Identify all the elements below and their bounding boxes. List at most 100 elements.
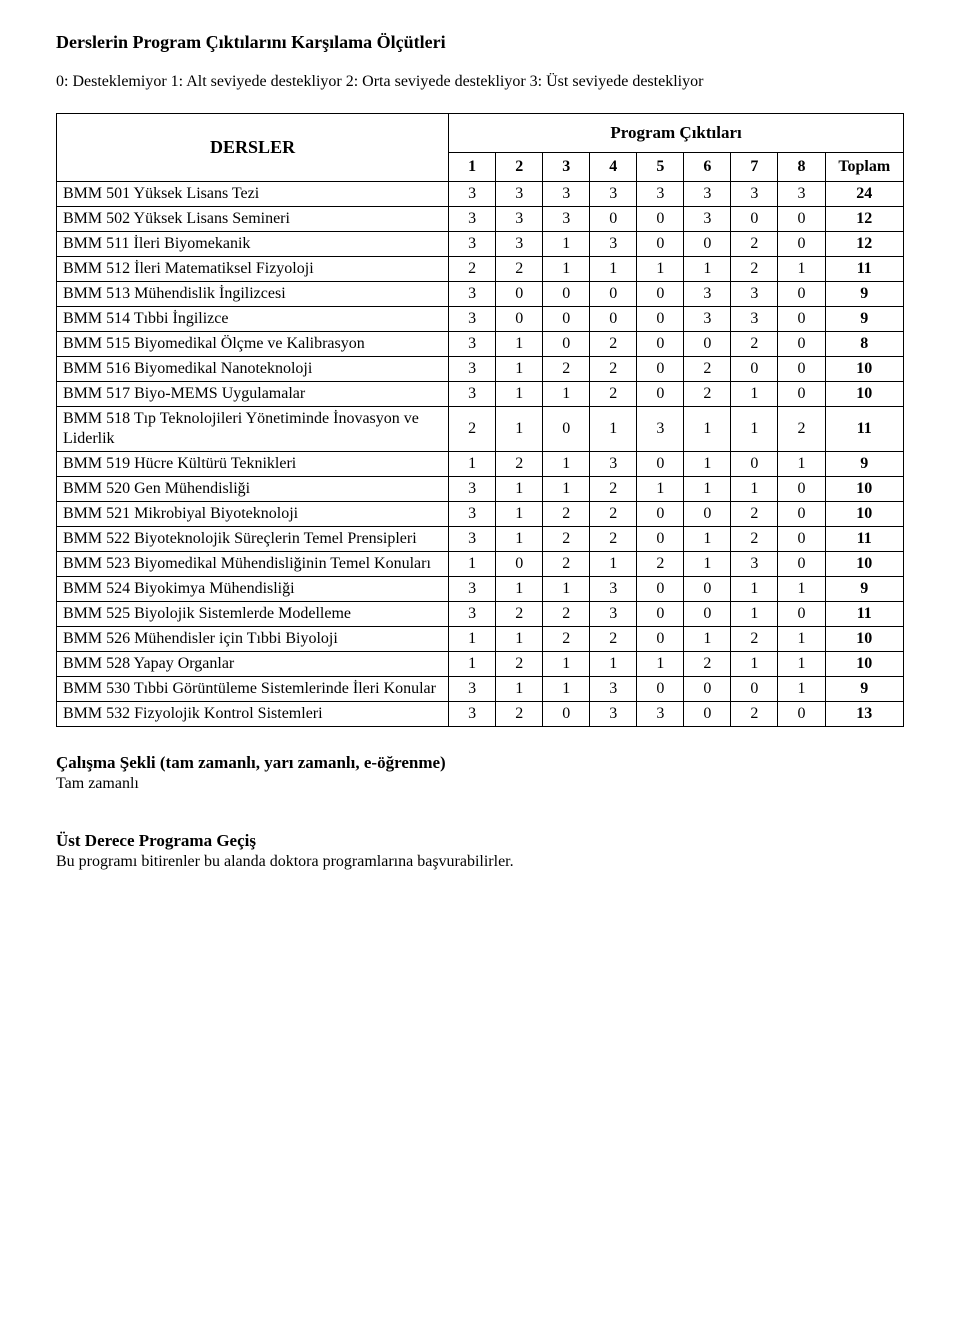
score-cell: 0 xyxy=(637,206,684,231)
total-cell: 13 xyxy=(825,701,904,726)
header-col-8: 8 xyxy=(778,153,825,181)
header-col-5: 5 xyxy=(637,153,684,181)
table-row: BMM 526 Mühendisler için Tıbbi Biyoloji1… xyxy=(57,626,904,651)
score-cell: 2 xyxy=(590,501,637,526)
score-cell: 0 xyxy=(778,206,825,231)
score-cell: 0 xyxy=(731,676,778,701)
score-cell: 3 xyxy=(590,231,637,256)
score-cell: 2 xyxy=(731,626,778,651)
score-cell: 0 xyxy=(684,501,731,526)
score-cell: 0 xyxy=(778,356,825,381)
score-cell: 0 xyxy=(637,331,684,356)
score-cell: 3 xyxy=(449,306,496,331)
total-cell: 8 xyxy=(825,331,904,356)
score-cell: 1 xyxy=(543,256,590,281)
score-cell: 2 xyxy=(731,701,778,726)
score-cell: 0 xyxy=(778,551,825,576)
table-row: BMM 525 Biyolojik Sistemlerde Modelleme3… xyxy=(57,601,904,626)
score-cell: 2 xyxy=(731,501,778,526)
total-cell: 11 xyxy=(825,406,904,451)
score-cell: 2 xyxy=(590,526,637,551)
score-cell: 0 xyxy=(778,306,825,331)
total-cell: 9 xyxy=(825,451,904,476)
score-cell: 1 xyxy=(778,256,825,281)
course-name: BMM 513 Mühendislik İngilizcesi xyxy=(57,281,449,306)
score-cell: 1 xyxy=(684,626,731,651)
table-row: BMM 519 Hücre Kültürü Teknikleri12130101… xyxy=(57,451,904,476)
score-cell: 1 xyxy=(731,476,778,501)
course-name: BMM 522 Biyoteknolojik Süreçlerin Temel … xyxy=(57,526,449,551)
score-cell: 3 xyxy=(684,181,731,206)
score-cell: 3 xyxy=(731,551,778,576)
score-cell: 3 xyxy=(449,181,496,206)
header-toplam: Toplam xyxy=(825,153,904,181)
score-cell: 0 xyxy=(731,451,778,476)
score-cell: 3 xyxy=(684,306,731,331)
table-row: BMM 520 Gen Mühendisliği3112111010 xyxy=(57,476,904,501)
total-cell: 9 xyxy=(825,306,904,331)
total-cell: 9 xyxy=(825,281,904,306)
score-cell: 0 xyxy=(590,206,637,231)
score-cell: 2 xyxy=(449,256,496,281)
total-cell: 9 xyxy=(825,576,904,601)
page-title: Derslerin Program Çıktılarını Karşılama … xyxy=(56,32,904,53)
score-cell: 1 xyxy=(684,406,731,451)
score-cell: 0 xyxy=(637,601,684,626)
score-cell: 0 xyxy=(637,306,684,331)
score-cell: 3 xyxy=(778,181,825,206)
course-name: BMM 511 İleri Biyomekanik xyxy=(57,231,449,256)
score-cell: 3 xyxy=(449,476,496,501)
course-name: BMM 518 Tıp Teknolojileri Yönetiminde İn… xyxy=(57,406,449,451)
score-cell: 2 xyxy=(590,626,637,651)
course-name: BMM 514 Tıbbi İngilizce xyxy=(57,306,449,331)
score-cell: 3 xyxy=(684,206,731,231)
score-cell: 3 xyxy=(449,576,496,601)
score-cell: 2 xyxy=(543,356,590,381)
score-cell: 0 xyxy=(684,701,731,726)
score-cell: 0 xyxy=(543,306,590,331)
score-cell: 1 xyxy=(496,626,543,651)
score-cell: 0 xyxy=(496,551,543,576)
table-row: BMM 512 İleri Matematiksel Fizyoloji2211… xyxy=(57,256,904,281)
score-cell: 3 xyxy=(449,526,496,551)
score-cell: 3 xyxy=(590,576,637,601)
header-col-6: 6 xyxy=(684,153,731,181)
score-cell: 2 xyxy=(496,601,543,626)
score-cell: 1 xyxy=(731,381,778,406)
course-name: BMM 523 Biyomedikal Mühendisliğinin Teme… xyxy=(57,551,449,576)
score-cell: 3 xyxy=(496,181,543,206)
course-name: BMM 519 Hücre Kültürü Teknikleri xyxy=(57,451,449,476)
total-cell: 10 xyxy=(825,651,904,676)
course-name: BMM 501 Yüksek Lisans Tezi xyxy=(57,181,449,206)
total-cell: 10 xyxy=(825,476,904,501)
course-name: BMM 525 Biyolojik Sistemlerde Modelleme xyxy=(57,601,449,626)
score-cell: 0 xyxy=(778,231,825,256)
score-cell: 2 xyxy=(684,651,731,676)
score-cell: 2 xyxy=(449,406,496,451)
score-cell: 1 xyxy=(684,551,731,576)
course-name: BMM 528 Yapay Organlar xyxy=(57,651,449,676)
total-cell: 10 xyxy=(825,551,904,576)
score-cell: 0 xyxy=(637,626,684,651)
score-cell: 0 xyxy=(731,356,778,381)
score-cell: 0 xyxy=(637,576,684,601)
score-cell: 0 xyxy=(684,331,731,356)
course-name: BMM 516 Biyomedikal Nanoteknoloji xyxy=(57,356,449,381)
course-name: BMM 521 Mikrobiyal Biyoteknoloji xyxy=(57,501,449,526)
score-cell: 1 xyxy=(637,476,684,501)
score-cell: 3 xyxy=(590,181,637,206)
score-cell: 1 xyxy=(449,626,496,651)
score-cell: 2 xyxy=(496,256,543,281)
table-row: BMM 514 Tıbbi İngilizce300003309 xyxy=(57,306,904,331)
score-cell: 0 xyxy=(637,381,684,406)
score-cell: 1 xyxy=(543,451,590,476)
score-cell: 3 xyxy=(590,451,637,476)
table-row: BMM 532 Fizyolojik Kontrol Sistemleri320… xyxy=(57,701,904,726)
score-cell: 2 xyxy=(496,451,543,476)
score-cell: 3 xyxy=(590,676,637,701)
course-name: BMM 526 Mühendisler için Tıbbi Biyoloji xyxy=(57,626,449,651)
course-name: BMM 515 Biyomedikal Ölçme ve Kalibrasyon xyxy=(57,331,449,356)
score-cell: 0 xyxy=(543,701,590,726)
score-cell: 3 xyxy=(449,356,496,381)
score-cell: 0 xyxy=(543,331,590,356)
